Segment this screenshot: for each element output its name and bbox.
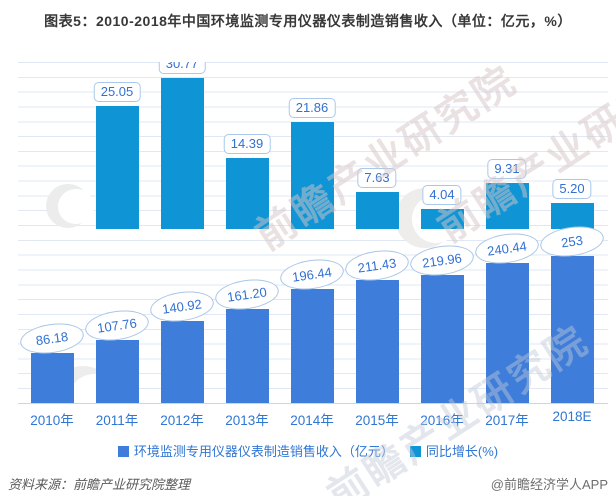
bar-revenue bbox=[95, 340, 139, 403]
bar-growth bbox=[95, 106, 139, 229]
bar-growth bbox=[485, 183, 529, 229]
legend-swatch-revenue-icon bbox=[117, 446, 129, 457]
bar-revenue bbox=[290, 289, 334, 403]
bar-growth bbox=[160, 78, 204, 229]
legend-item-growth: 同比增长(%) bbox=[409, 441, 499, 460]
bar-revenue bbox=[420, 275, 464, 403]
bar-growth bbox=[290, 122, 334, 229]
legend-label-growth: 同比增长(%) bbox=[425, 444, 499, 459]
data-label-growth: 9.31 bbox=[487, 159, 527, 179]
x-axis-label: 2013年 bbox=[225, 413, 269, 428]
x-axis-label: 2010年 bbox=[30, 413, 74, 428]
x-axis-label: 2011年 bbox=[95, 413, 139, 428]
x-axis-label: 2016年 bbox=[420, 413, 464, 428]
bar-growth bbox=[550, 203, 594, 229]
x-axis-label: 2014年 bbox=[290, 413, 334, 428]
bar-growth bbox=[225, 158, 269, 229]
data-label-growth: 7.63 bbox=[357, 168, 397, 188]
data-label-growth: 4.04 bbox=[422, 185, 462, 205]
data-label-revenue: 196.44 bbox=[278, 255, 346, 293]
x-axis-label: 2012年 bbox=[160, 413, 204, 428]
x-axis-label: 2015年 bbox=[355, 413, 399, 428]
data-label-revenue: 211.43 bbox=[343, 246, 411, 284]
chart-legend: 环境监测专用仪器仪表制造销售收入（亿元） 同比增长(%) bbox=[0, 441, 616, 460]
data-label-revenue: 240.44 bbox=[473, 229, 541, 267]
data-label-growth: 5.20 bbox=[552, 179, 592, 199]
legend-label-revenue: 环境监测专用仪器仪表制造销售收入（亿元） bbox=[133, 444, 394, 459]
legend-item-revenue: 环境监测专用仪器仪表制造销售收入（亿元） bbox=[117, 441, 394, 460]
bar-revenue bbox=[30, 353, 74, 403]
bar-revenue bbox=[355, 280, 399, 403]
bar-revenue bbox=[550, 256, 594, 403]
data-label-revenue: 107.76 bbox=[83, 306, 151, 344]
data-label-growth: 21.86 bbox=[288, 98, 336, 118]
data-label-revenue: 140.92 bbox=[148, 287, 216, 325]
data-label-growth: 25.05 bbox=[93, 82, 141, 102]
data-label-revenue: 86.18 bbox=[18, 319, 86, 357]
bar-growth bbox=[420, 209, 464, 229]
bar-revenue bbox=[225, 309, 269, 403]
data-label-growth: 30.77 bbox=[158, 62, 206, 74]
credit-note: @前瞻经济学人APP bbox=[490, 477, 608, 492]
watermark-logo-icon bbox=[46, 184, 94, 228]
plot-area: 86.18 107.76 25.05 140.92 30.77 161.20 14.39 19… bbox=[18, 62, 608, 404]
data-label-revenue: 161.20 bbox=[213, 275, 281, 313]
bar-revenue bbox=[485, 263, 529, 403]
bar-growth bbox=[355, 192, 399, 229]
data-label-revenue: 253 bbox=[538, 222, 606, 260]
x-axis-label: 2018E bbox=[552, 409, 592, 424]
legend-swatch-growth-icon bbox=[409, 446, 421, 457]
bar-revenue bbox=[160, 321, 204, 403]
watermark-logo-swoosh-icon bbox=[58, 189, 94, 225]
source-note: 资料来源：前瞻产业研究院整理 bbox=[8, 477, 191, 492]
data-label-growth: 14.39 bbox=[223, 134, 271, 154]
x-axis-label: 2017年 bbox=[485, 413, 529, 428]
chart-title: 图表5：2010-2018年中国环境监测专用仪器仪表制造销售收入（单位：亿元，%… bbox=[44, 13, 572, 29]
